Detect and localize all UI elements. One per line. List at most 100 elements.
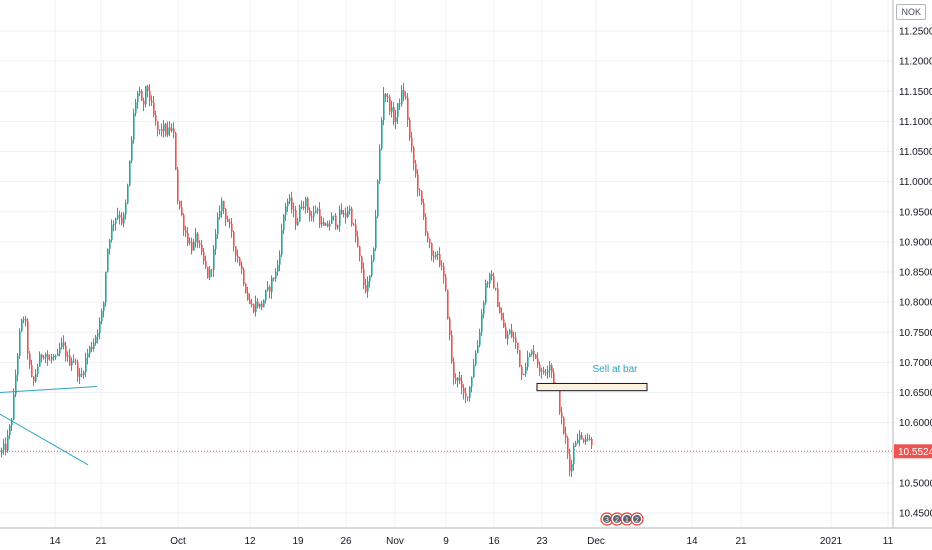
candle-body: [109, 239, 111, 250]
y-tick-label: 10.60000: [899, 418, 932, 429]
candle-body: [157, 121, 159, 130]
candle-body: [167, 127, 169, 136]
candle-body: [15, 374, 17, 395]
candle-body: [101, 310, 103, 322]
candle-body: [231, 223, 233, 233]
candle-body: [183, 214, 185, 231]
candle-body: [219, 211, 221, 218]
candle-body: [273, 277, 275, 279]
event-marker-dot: [613, 515, 621, 523]
x-tick-label: 11: [883, 536, 894, 547]
candle-body: [343, 213, 345, 215]
candle-body: [531, 350, 533, 355]
candle-body: [573, 445, 575, 464]
candle-body: [281, 230, 283, 255]
candle-body: [245, 284, 247, 293]
event-marker-dot: [603, 515, 611, 523]
candle-body: [61, 342, 63, 348]
candle-body: [329, 223, 331, 227]
candle-body: [439, 253, 441, 266]
sell-annotation-label[interactable]: Sell at bar: [592, 364, 638, 375]
candle-body: [217, 217, 219, 235]
candle-body: [211, 269, 213, 271]
candle-body: [435, 254, 437, 257]
candle-body: [75, 361, 77, 363]
candle-body: [485, 283, 487, 303]
candle-body: [125, 203, 127, 215]
candle-body: [495, 288, 497, 290]
candle-body: [415, 163, 417, 175]
candle-body: [511, 329, 513, 337]
candle-body: [81, 373, 83, 375]
candle-body: [361, 256, 363, 269]
candle-body: [89, 346, 91, 354]
candle-body: [521, 366, 523, 375]
candle-body: [129, 160, 131, 186]
candle-body: [93, 343, 95, 349]
candle-body: [229, 221, 231, 224]
candle-body: [121, 217, 123, 224]
candle-body: [91, 346, 93, 349]
currency-badge[interactable]: NOK: [896, 4, 926, 20]
candle-body: [337, 225, 339, 228]
candle-body: [87, 353, 89, 358]
candle-body: [161, 129, 163, 132]
candle-body: [19, 331, 21, 356]
candle-body: [303, 206, 305, 209]
candle-body: [399, 103, 401, 105]
candle-body: [385, 93, 387, 98]
candle-body: [551, 365, 553, 373]
candle-body: [589, 438, 591, 440]
candle-body: [351, 208, 353, 225]
candle-body: [255, 301, 257, 312]
x-tick-label: Oct: [170, 536, 186, 547]
candle-body: [379, 148, 381, 181]
candle-body: [215, 234, 217, 250]
candle-body: [481, 314, 483, 333]
candle-body: [445, 276, 447, 290]
candle-body: [483, 302, 485, 315]
candle-body: [535, 354, 537, 359]
candle-body: [545, 372, 547, 374]
candle-body: [247, 292, 249, 300]
candle-body: [249, 299, 251, 304]
trend-line[interactable]: [0, 385, 98, 393]
y-tick-label: 10.50000: [899, 478, 932, 489]
candle-body: [549, 365, 551, 371]
candle-body: [213, 249, 215, 270]
x-tick-label: 12: [244, 536, 256, 547]
candle-body: [305, 198, 307, 207]
candle-body: [307, 198, 309, 211]
candle-body: [373, 248, 375, 261]
candle-body: [587, 438, 589, 440]
candle-body: [341, 209, 343, 215]
candle-body: [323, 222, 325, 226]
candle-body: [131, 139, 133, 161]
candle-body: [285, 206, 287, 215]
candle-body: [135, 101, 137, 114]
candle-body: [475, 353, 477, 365]
candle-body: [17, 355, 19, 375]
candle-body: [581, 434, 583, 440]
candle-body: [47, 354, 49, 360]
trend-line[interactable]: [0, 413, 89, 466]
sell-zone-box[interactable]: [536, 382, 648, 392]
candle-body: [497, 288, 499, 307]
candle-body: [347, 210, 349, 217]
candle-body: [299, 206, 301, 222]
candle-body: [339, 209, 341, 226]
candle-body: [377, 180, 379, 217]
candle-body: [69, 355, 71, 366]
candle-body: [591, 438, 593, 446]
candle-body: [365, 284, 367, 292]
candle-body: [287, 201, 289, 207]
candle-body: [77, 362, 79, 377]
candle-body: [43, 357, 45, 359]
candle-body: [7, 435, 9, 451]
candle-body: [519, 350, 521, 367]
candle-body: [173, 128, 175, 133]
candle-body: [371, 260, 373, 276]
y-tick-label: 10.90000: [899, 237, 932, 248]
y-tick-label: 11.15000: [899, 87, 932, 98]
